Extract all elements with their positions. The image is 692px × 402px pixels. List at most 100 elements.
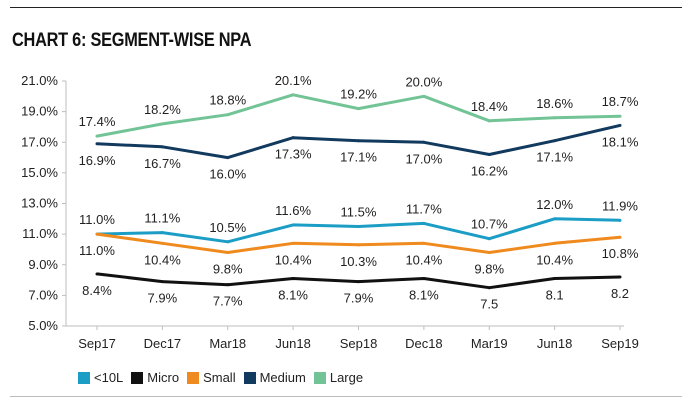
data-point-small [422,241,426,245]
data-label-micro: 8.4% [82,283,112,298]
data-point-medium [487,153,491,156]
chart-title: CHART 6: SEGMENT-WISE NPA [12,30,252,51]
data-label-micro: 7.7% [213,294,243,309]
data-point-medium [553,139,557,143]
data-point-medium [291,136,295,140]
legend-label: Large [329,370,364,385]
data-point-micro [618,275,622,279]
data-label-medium: 17.0% [405,151,442,166]
data-point-10l [357,224,360,228]
data-label-10l: 10.7% [471,217,508,232]
data-point-medium [226,156,230,160]
data-label-micro: 8.1% [409,288,439,303]
data-point-10l [291,223,295,227]
data-label-large: 17.4% [79,114,116,129]
series-line-small [96,232,621,254]
data-point-10l [160,231,164,235]
data-label-10l: 11.5% [341,204,377,219]
legend-swatch [243,371,256,384]
data-point-small [487,251,491,254]
legend-item: <10L [78,370,123,385]
y-tick-label: 5.0% [28,318,58,333]
data-point-small [160,241,164,245]
data-point-medium [618,123,622,127]
data-label-micro: 8.1 [546,288,564,303]
data-point-large [422,94,426,98]
data-label-10l: 11.1% [144,211,180,226]
bottom-rule [10,396,682,397]
data-label-micro: 7.9% [344,291,374,306]
data-label-small: 10.4% [536,252,573,267]
data-point-10l [422,221,426,225]
data-point-micro [226,283,230,287]
x-tick-label: Dec17 [144,336,182,351]
data-point-10l [553,217,557,221]
data-label-10l: 10.5% [209,220,246,235]
data-label-small: 9.8% [474,262,504,277]
data-label-small: 10.8% [602,246,639,261]
data-point-large [95,134,99,138]
legend-item: Small [187,370,236,385]
y-tick-label: 19.0% [21,104,58,119]
legend-swatch [313,371,326,384]
legend-swatch [78,371,90,384]
data-point-micro [291,277,295,281]
axes: 5.0% 7.0% 9.0% 11.0% 13.0% 15.0% 17.0% 19.0% 21.… [21,73,639,351]
data-point-10l [487,237,491,241]
y-tick-label: 9.0% [28,257,58,272]
data-point-micro [95,272,99,276]
legend-label: Small [203,370,236,385]
data-labels: 11.0% 11.1% 10.5% 11.6% 11.5% 11.7% 10.7% 12.0%… [79,73,639,312]
data-point-large [553,116,557,120]
data-label-medium: 16.7% [144,156,181,171]
data-point-medium [160,145,164,149]
data-label-micro: 7.9% [148,291,178,306]
data-point-small [553,241,557,245]
data-label-large: 18.2% [144,102,181,117]
x-tick-label: Sep18 [340,336,378,351]
data-label-micro: 7.5 [480,297,498,312]
legend-item: Micro [131,370,179,385]
data-point-large [487,119,491,123]
legend-swatch [187,371,200,384]
data-label-medium: 18.1% [602,134,639,149]
x-tick-label: Dec18 [405,336,443,351]
data-point-small [226,251,230,254]
y-tick-label: 15.0% [21,165,58,180]
top-rule [10,7,682,8]
data-label-small: 11.0% [79,243,115,258]
data-label-micro: 8.2 [611,286,629,301]
data-label-medium: 17.1% [536,150,573,165]
legend-label: Medium [259,370,306,385]
chart-legend: <10L Micro Small Medium Large [78,370,371,385]
legend-swatch [131,371,144,384]
data-point-medium [357,139,360,143]
legend-item: Medium [243,370,306,385]
data-label-10l: 12.0% [536,197,573,212]
series-lines [95,93,622,290]
data-label-large: 20.0% [405,74,442,89]
legend-label: <10L [94,370,124,385]
y-tick-label: 7.0% [28,287,58,302]
data-label-small: 10.4% [275,252,312,267]
data-label-large: 18.6% [536,96,573,111]
data-label-large: 19.2% [340,87,377,102]
data-label-small: 9.8% [213,262,243,277]
data-point-micro [487,286,491,290]
data-point-large [160,122,164,126]
data-point-large [291,93,295,97]
data-point-micro [357,280,360,284]
x-tick-label: Sep19 [601,336,639,351]
y-tick-label: 21.0% [21,73,58,88]
legend-item: Large [313,370,364,385]
data-label-medium: 17.3% [275,147,312,162]
data-label-large: 18.7% [602,94,639,109]
data-label-small: 10.3% [340,254,377,269]
data-label-micro: 8.1% [278,288,308,303]
data-point-small [357,243,360,247]
data-point-medium [95,142,99,146]
x-tick-label: Mar19 [471,336,508,351]
y-tick-label: 11.0% [22,226,58,241]
